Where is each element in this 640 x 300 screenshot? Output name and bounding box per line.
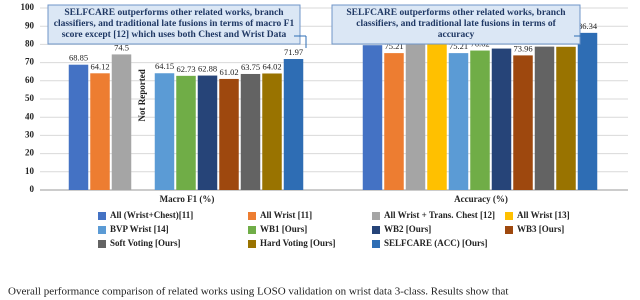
legend-label: Hard Voting [Ours] — [260, 238, 336, 248]
legend-label: BVP Wrist [14] — [110, 224, 169, 234]
value-label: 61.02 — [219, 67, 238, 77]
not-reported-label: Not Reported — [137, 69, 147, 121]
x-tick-label: Accuracy (%) — [454, 194, 508, 204]
bar — [111, 54, 132, 190]
value-label: 64.15 — [155, 61, 174, 71]
value-label: 62.88 — [198, 64, 217, 74]
value-label: 74.5 — [114, 42, 129, 52]
bar — [197, 75, 218, 190]
value-label: 75.21 — [384, 41, 403, 51]
legend-label: WB3 [Ours] — [517, 224, 564, 234]
annotation: SELFCARE outperforms other related works… — [54, 8, 295, 40]
legend-swatch — [98, 212, 106, 220]
value-label: 71.97 — [284, 47, 303, 57]
legend-swatch — [98, 226, 106, 234]
y-tick-label: 20 — [25, 148, 35, 158]
bar — [362, 45, 383, 190]
y-tick-label: 0 — [30, 184, 35, 194]
bar — [384, 53, 404, 191]
legend-label: All (Wrist+Chest)[11] — [110, 210, 193, 220]
legend-swatch — [505, 226, 513, 234]
legend-swatch — [372, 240, 380, 248]
value-label: 75.21 — [449, 41, 468, 51]
bar — [283, 59, 304, 190]
legend-label: SELFCARE (ACC) [Ours] — [384, 238, 488, 248]
y-tick-label: 50 — [25, 93, 35, 103]
bar — [470, 50, 490, 190]
value-label: 68.85 — [69, 53, 88, 63]
bar — [68, 64, 89, 190]
y-tick-label: 10 — [25, 166, 35, 176]
annotation: SELFCARE outperforms other related works… — [346, 8, 566, 40]
legend-swatch — [372, 212, 380, 220]
value-label: 62.73 — [176, 64, 195, 74]
y-tick-label: 90 — [25, 20, 35, 30]
x-tick-label: Macro F1 (%) — [160, 194, 215, 204]
y-tick-label: 80 — [25, 38, 35, 48]
value-label: 73.96 — [513, 43, 532, 53]
legend-swatch — [98, 240, 106, 248]
y-tick-label: 60 — [25, 75, 35, 85]
bar — [491, 48, 512, 191]
value-label: 86.34 — [578, 21, 598, 31]
legend-swatch — [248, 226, 256, 234]
legend-label: Soft Voting [Ours] — [110, 238, 181, 248]
legend-label: All Wrist + Trans. Chest [12] — [384, 210, 495, 220]
caption: Overall performance comparison of relate… — [8, 286, 508, 298]
bar — [556, 46, 576, 191]
legend-label: All Wrist [11] — [260, 210, 312, 220]
legend-swatch — [248, 212, 256, 220]
bar — [405, 41, 426, 190]
y-tick-label: 70 — [25, 57, 35, 67]
legend-swatch — [248, 240, 256, 248]
bar — [90, 73, 110, 190]
annotation-box — [331, 4, 581, 45]
y-tick-label: 30 — [25, 129, 35, 139]
bar — [240, 73, 261, 190]
annotation-box — [47, 4, 301, 45]
bar — [577, 32, 598, 190]
legend-label: All Wrist [13] — [517, 210, 570, 220]
bar — [219, 78, 239, 190]
bar — [427, 38, 447, 191]
legend-swatch — [372, 226, 380, 234]
bar — [534, 46, 555, 190]
legend-swatch — [505, 212, 513, 220]
legend-label: WB1 [Ours] — [260, 224, 307, 234]
bar — [513, 55, 533, 191]
value-label: 63.75 — [241, 62, 260, 72]
value-label: 64.02 — [262, 61, 281, 71]
bar — [176, 75, 196, 190]
value-label: 64.12 — [90, 61, 109, 71]
bar — [154, 73, 175, 190]
bar — [448, 53, 469, 191]
bar — [262, 73, 282, 190]
y-tick-label: 40 — [25, 111, 35, 121]
legend-label: WB2 [Ours] — [384, 224, 431, 234]
y-tick-label: 100 — [21, 2, 35, 12]
